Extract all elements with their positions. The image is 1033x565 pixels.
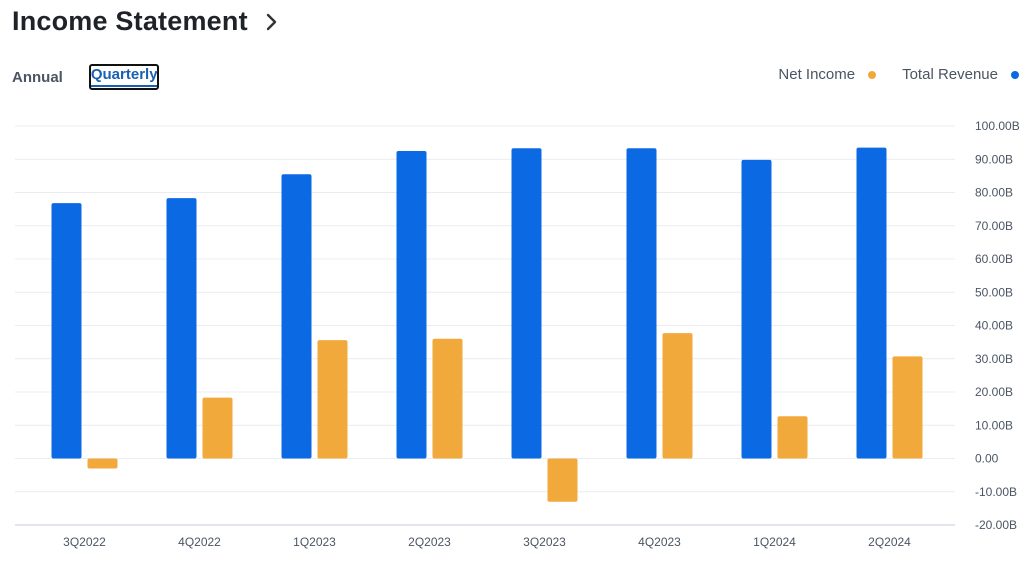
y-tick-label: 90.00B <box>975 152 1013 166</box>
y-axis-ticks: 100.00B 90.00B 80.00B 70.00B 60.00B 50.00B 40.… <box>975 119 1020 532</box>
bar-total-revenue-2Q2023[interactable] <box>396 150 427 459</box>
y-tick-label: 0.00 <box>975 452 999 466</box>
bar-total-revenue-3Q2022[interactable] <box>51 203 82 459</box>
period-tabs: Annual Quarterly <box>12 64 159 90</box>
legend-label-net-income: Net Income <box>778 66 856 83</box>
legend-dot-total-revenue <box>1011 70 1019 79</box>
tab-annual[interactable]: Annual <box>12 68 63 86</box>
y-tick-label: 70.00B <box>975 219 1013 233</box>
chevron-right-icon[interactable] <box>262 12 282 32</box>
x-tick-label: 4Q2023 <box>638 535 681 549</box>
y-tick-label: 10.00B <box>975 418 1013 432</box>
y-tick-label: 40.00B <box>975 319 1013 333</box>
bar-net-income-3Q2022[interactable] <box>87 458 118 469</box>
legend-dot-net-income <box>868 70 877 79</box>
bar-total-revenue-2Q2024[interactable] <box>856 147 887 459</box>
y-tick-label: -10.00B <box>975 485 1017 499</box>
bars <box>51 147 923 502</box>
legend-label-total-revenue: Total Revenue <box>902 66 998 83</box>
chart-legend: Net Income Total Revenue <box>778 66 1019 83</box>
y-tick-label: 60.00B <box>975 252 1013 266</box>
tab-quarterly[interactable]: Quarterly <box>88 64 159 90</box>
x-tick-label: 1Q2023 <box>293 535 336 549</box>
bar-total-revenue-4Q2022[interactable] <box>166 198 197 459</box>
x-tick-label: 3Q2022 <box>63 535 106 549</box>
y-tick-label: 20.00B <box>975 385 1013 399</box>
chart-header: Income Statement <box>12 6 282 37</box>
y-tick-label: 50.00B <box>975 285 1013 299</box>
y-tick-label: 30.00B <box>975 352 1013 366</box>
bar-total-revenue-1Q2024[interactable] <box>741 159 772 459</box>
bar-net-income-1Q2024[interactable] <box>777 416 808 459</box>
y-tick-label: 80.00B <box>975 186 1013 200</box>
x-tick-label: 1Q2024 <box>753 535 796 549</box>
x-axis-ticks: 3Q2022 4Q2022 1Q2023 2Q2023 3Q2023 4Q2023 1Q20… <box>63 535 911 549</box>
y-tick-label: -20.00B <box>975 518 1017 532</box>
x-tick-label: 4Q2022 <box>178 535 221 549</box>
bar-net-income-2Q2023[interactable] <box>432 338 463 459</box>
bar-total-revenue-4Q2023[interactable] <box>626 148 657 459</box>
bar-net-income-1Q2023[interactable] <box>317 340 348 459</box>
bar-net-income-4Q2023[interactable] <box>662 333 693 459</box>
legend-item-net-income[interactable]: Net Income <box>778 66 877 83</box>
bar-total-revenue-1Q2023[interactable] <box>281 174 312 459</box>
bar-net-income-4Q2022[interactable] <box>202 397 233 459</box>
y-tick-label: 100.00B <box>975 119 1020 133</box>
bar-total-revenue-3Q2023[interactable] <box>511 148 542 459</box>
page-title: Income Statement <box>12 6 248 36</box>
x-tick-label: 2Q2023 <box>408 535 451 549</box>
bar-net-income-3Q2023[interactable] <box>547 458 578 502</box>
grid-lines <box>15 125 955 526</box>
x-tick-label: 2Q2024 <box>868 535 911 549</box>
bar-net-income-2Q2024[interactable] <box>892 356 923 459</box>
x-tick-label: 3Q2023 <box>523 535 566 549</box>
legend-item-total-revenue[interactable]: Total Revenue <box>902 66 1019 83</box>
